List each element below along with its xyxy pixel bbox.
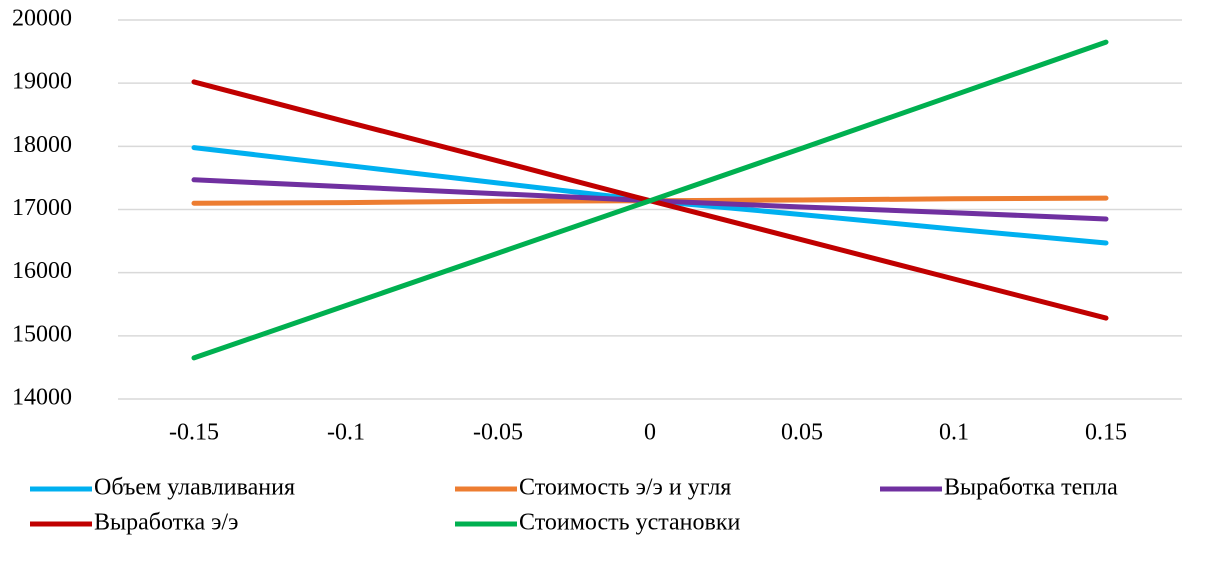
y-tick-label: 17000 (12, 195, 72, 221)
y-tick-label: 16000 (12, 258, 72, 284)
legend-label: Стоимость установки (519, 510, 741, 536)
y-tick-label: 18000 (12, 132, 72, 158)
y-tick-label: 20000 (12, 6, 72, 32)
x-tick-label: 0.1 (939, 420, 969, 446)
x-tick-label: 0 (644, 420, 656, 446)
legend-label: Выработка тепла (944, 475, 1118, 501)
y-tick-label: 14000 (12, 385, 72, 411)
legend-label: Объем улавливания (94, 475, 295, 501)
legend-label: Выработка э/э (94, 510, 238, 536)
legend-label: Стоимость э/э и угля (519, 475, 731, 501)
x-tick-label: -0.05 (473, 420, 523, 446)
y-tick-label: 15000 (12, 321, 72, 347)
series-line (191, 39, 1109, 361)
x-tick-label: 0.15 (1085, 420, 1127, 446)
x-tick-label: 0.05 (781, 420, 823, 446)
y-tick-label: 19000 (12, 69, 72, 95)
x-tick-label: -0.15 (169, 420, 219, 446)
x-tick-label: -0.1 (327, 420, 365, 446)
series-line (191, 145, 1109, 246)
